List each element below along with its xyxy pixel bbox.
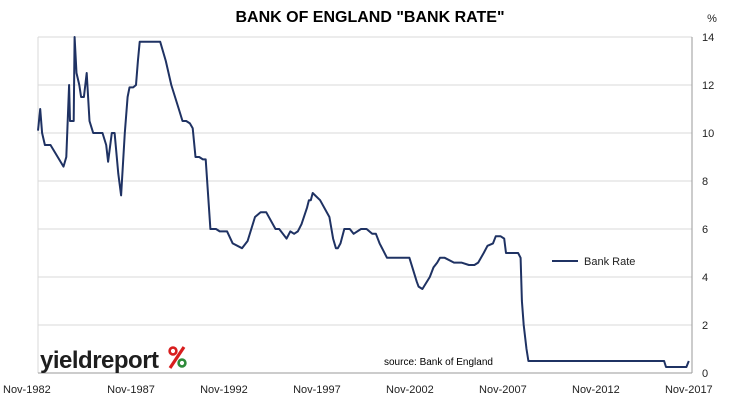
y-tick-label-2: 2 — [702, 320, 708, 332]
percent-logo-icon — [168, 346, 187, 369]
y-tick-label-8: 8 — [702, 176, 708, 188]
x-tick-label-Nov-2017: Nov-2017 — [665, 384, 713, 396]
legend-label-bank-rate: Bank Rate — [584, 256, 635, 268]
x-tick-label-Nov-1992: Nov-1992 — [200, 384, 248, 396]
source-note: source: Bank of England — [384, 357, 493, 368]
y-tick-label-14: 14 — [702, 32, 714, 44]
y-tick-label-0: 0 — [702, 368, 708, 380]
plot-area — [37, 37, 693, 374]
y-tick-label-4: 4 — [702, 272, 708, 284]
y-tick-label-6: 6 — [702, 224, 708, 236]
y-axis-ticks: 0 2 4 6 8 10 12 14 — [702, 32, 714, 380]
series-line-bank-rate — [37, 36, 690, 368]
y-tick-label-12: 12 — [702, 80, 714, 92]
x-tick-label-Nov-2002: Nov-2002 — [386, 384, 434, 396]
y-tick-label-10: 10 — [702, 128, 714, 140]
x-tick-label-Nov-2012: Nov-2012 — [572, 384, 620, 396]
x-tick-label-Nov-1987: Nov-1987 — [107, 384, 155, 396]
x-tick-label-Nov-1997: Nov-1997 — [293, 384, 341, 396]
brand-name: yieldreport — [40, 347, 159, 374]
y-axis-unit-label: % — [707, 13, 717, 25]
series-group — [37, 36, 690, 368]
x-axis-ticks: Nov-1982 Nov-1987 Nov-1992 Nov-1997 Nov-2002… — [3, 384, 713, 396]
x-tick-label-Nov-2007: Nov-2007 — [479, 384, 527, 396]
legend: Bank Rate — [552, 256, 635, 268]
x-tick-label-Nov-1982: Nov-1982 — [3, 384, 51, 396]
chart-title: BANK OF ENGLAND "BANK RATE" — [235, 9, 504, 26]
brand-logo: yieldreport — [40, 346, 187, 374]
